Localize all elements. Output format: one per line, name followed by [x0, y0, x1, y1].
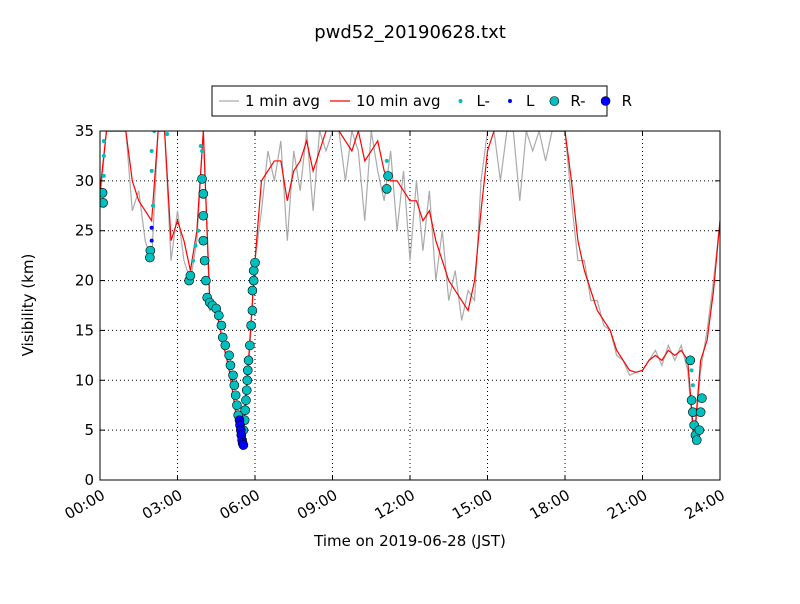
legend-label: R: [622, 92, 632, 110]
data-point: [250, 257, 260, 268]
x-tick-label: 00:00: [62, 486, 108, 523]
data-point: [247, 305, 258, 316]
data-point: [689, 368, 694, 373]
data-point: [220, 340, 231, 351]
y-tick-label: 20: [75, 272, 94, 290]
legend: 1 min avg 10 min avg L- L R- R: [219, 92, 632, 110]
data-point: [232, 400, 242, 411]
legend-box: [211, 85, 608, 117]
data-point: [224, 350, 234, 361]
chart-title: pwd52_20190628.txt: [314, 22, 506, 43]
data-point: [697, 393, 707, 404]
plot-area: [100, 131, 720, 451]
y-axis-label: Visibility (km): [19, 254, 37, 357]
data-point: [191, 258, 195, 263]
data-point: [197, 174, 207, 184]
x-tick-label: 15:00: [449, 486, 495, 523]
series-line: [100, 131, 720, 441]
data-point: [690, 383, 695, 388]
data-point: [100, 188, 108, 198]
data-point: [198, 143, 203, 148]
x-tick-label: 18:00: [527, 486, 573, 523]
legend-swatch: [458, 99, 463, 103]
data-point: [150, 203, 155, 208]
grid: [99, 130, 721, 481]
legend-label: L-: [476, 92, 490, 110]
y-tick-label: 25: [75, 222, 94, 240]
data-point: [248, 275, 259, 286]
legend-label: R-: [570, 92, 585, 110]
x-tick-label: 21:00: [604, 486, 650, 523]
data-point: [381, 184, 392, 194]
data-point: [247, 285, 258, 296]
data-point: [248, 265, 259, 276]
y-tick-label: 5: [84, 421, 94, 439]
series-line: [100, 131, 720, 451]
data-point: [149, 148, 154, 153]
x-tick-label: 24:00: [682, 486, 728, 523]
data-point: [100, 197, 108, 208]
data-point: [193, 243, 198, 248]
y-tick-label: 30: [75, 172, 94, 190]
data-point: [198, 235, 209, 246]
data-point: [384, 158, 389, 163]
data-point: [243, 355, 254, 366]
data-point: [216, 320, 227, 331]
data-point: [691, 435, 702, 445]
data-point: [686, 395, 697, 406]
y-tick-label: 35: [75, 122, 94, 140]
data-point: [199, 255, 210, 266]
data-point: [225, 360, 236, 371]
data-point: [201, 275, 211, 286]
data-point: [200, 148, 205, 153]
data-point: [165, 131, 170, 136]
data-point: [145, 252, 155, 263]
data-point: [238, 440, 249, 450]
x-tick-label: 12:00: [372, 486, 418, 523]
data-point: [240, 405, 250, 416]
data-point: [228, 370, 238, 381]
x-axis-label: Time on 2019-06-28 (JST): [313, 532, 506, 550]
data-point: [242, 365, 253, 376]
legend-label: 10 min avg: [356, 92, 441, 110]
data-point: [242, 375, 253, 386]
data-point: [241, 395, 251, 406]
data-point: [149, 238, 154, 243]
data-point: [241, 385, 252, 396]
data-point: [229, 380, 240, 391]
x-tick-label: 03:00: [139, 486, 185, 523]
legend-swatch: [600, 96, 611, 106]
data-point: [101, 153, 106, 158]
data-point: [217, 332, 228, 343]
x-tick-label: 09:00: [294, 486, 340, 523]
legend-swatch: [507, 99, 512, 103]
data-point: [198, 189, 209, 199]
data-point: [185, 270, 196, 281]
data-point: [695, 407, 706, 417]
data-point: [694, 425, 705, 435]
legend-swatch: [549, 96, 560, 106]
data-point: [230, 390, 241, 401]
data-point: [685, 355, 696, 366]
y-tick-label: 15: [75, 321, 94, 339]
data-point: [214, 310, 224, 321]
legend-label: 1 min avg: [245, 92, 320, 110]
data-point: [149, 168, 154, 173]
data-point: [196, 228, 201, 233]
y-tick-label: 10: [75, 371, 94, 389]
y-tick-label: 0: [84, 471, 94, 489]
x-tick-label: 06:00: [217, 486, 263, 523]
data-point: [149, 225, 154, 230]
data-point: [198, 210, 209, 221]
axes: 00:00 03:00 06:00 09:00 12:00 15:00 18:00 21:00…: [62, 122, 728, 523]
data-point: [101, 173, 106, 178]
data-point: [383, 171, 393, 181]
legend-label: L: [526, 92, 535, 110]
data-point: [246, 320, 256, 331]
data-point: [245, 340, 255, 351]
data-point: [101, 138, 106, 143]
